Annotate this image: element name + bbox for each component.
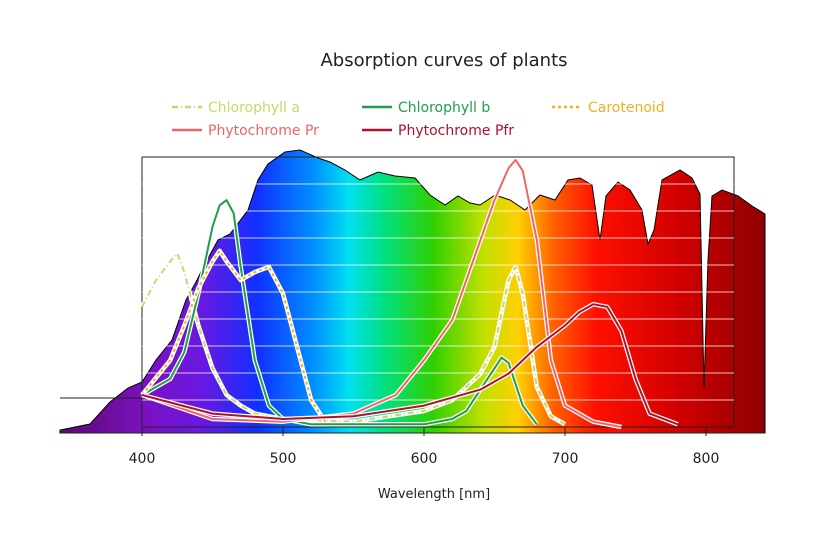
series-line-phytochrome-pfr — [141, 303, 679, 426]
legend-label: Phytochrome Pfr — [398, 123, 514, 139]
legend: Chlorophyll a Chlorophyll b Carotenoid Phyt… — [172, 100, 665, 139]
series-line-carotenoid — [141, 249, 327, 423]
x-tick-label: 500 — [270, 451, 297, 467]
legend-label: Carotenoid — [588, 100, 665, 116]
x-tick-label: 700 — [552, 451, 579, 467]
absorption-series — [140, 157, 679, 430]
x-tick-label: 600 — [411, 451, 438, 467]
x-axis-label: Wavelength [nm] — [378, 487, 490, 502]
series-line-chlorophyll-a — [141, 252, 566, 426]
x-ticks: 400 500 600 700 800 — [129, 427, 720, 467]
legend-label: Phytochrome Pr — [208, 123, 319, 139]
x-tick-label: 400 — [129, 451, 156, 467]
chart-title: Absorption curves of plants — [320, 50, 567, 71]
legend-label: Chlorophyll a — [208, 100, 300, 116]
legend-label: Chlorophyll b — [398, 100, 490, 116]
x-tick-label: 800 — [693, 451, 720, 467]
